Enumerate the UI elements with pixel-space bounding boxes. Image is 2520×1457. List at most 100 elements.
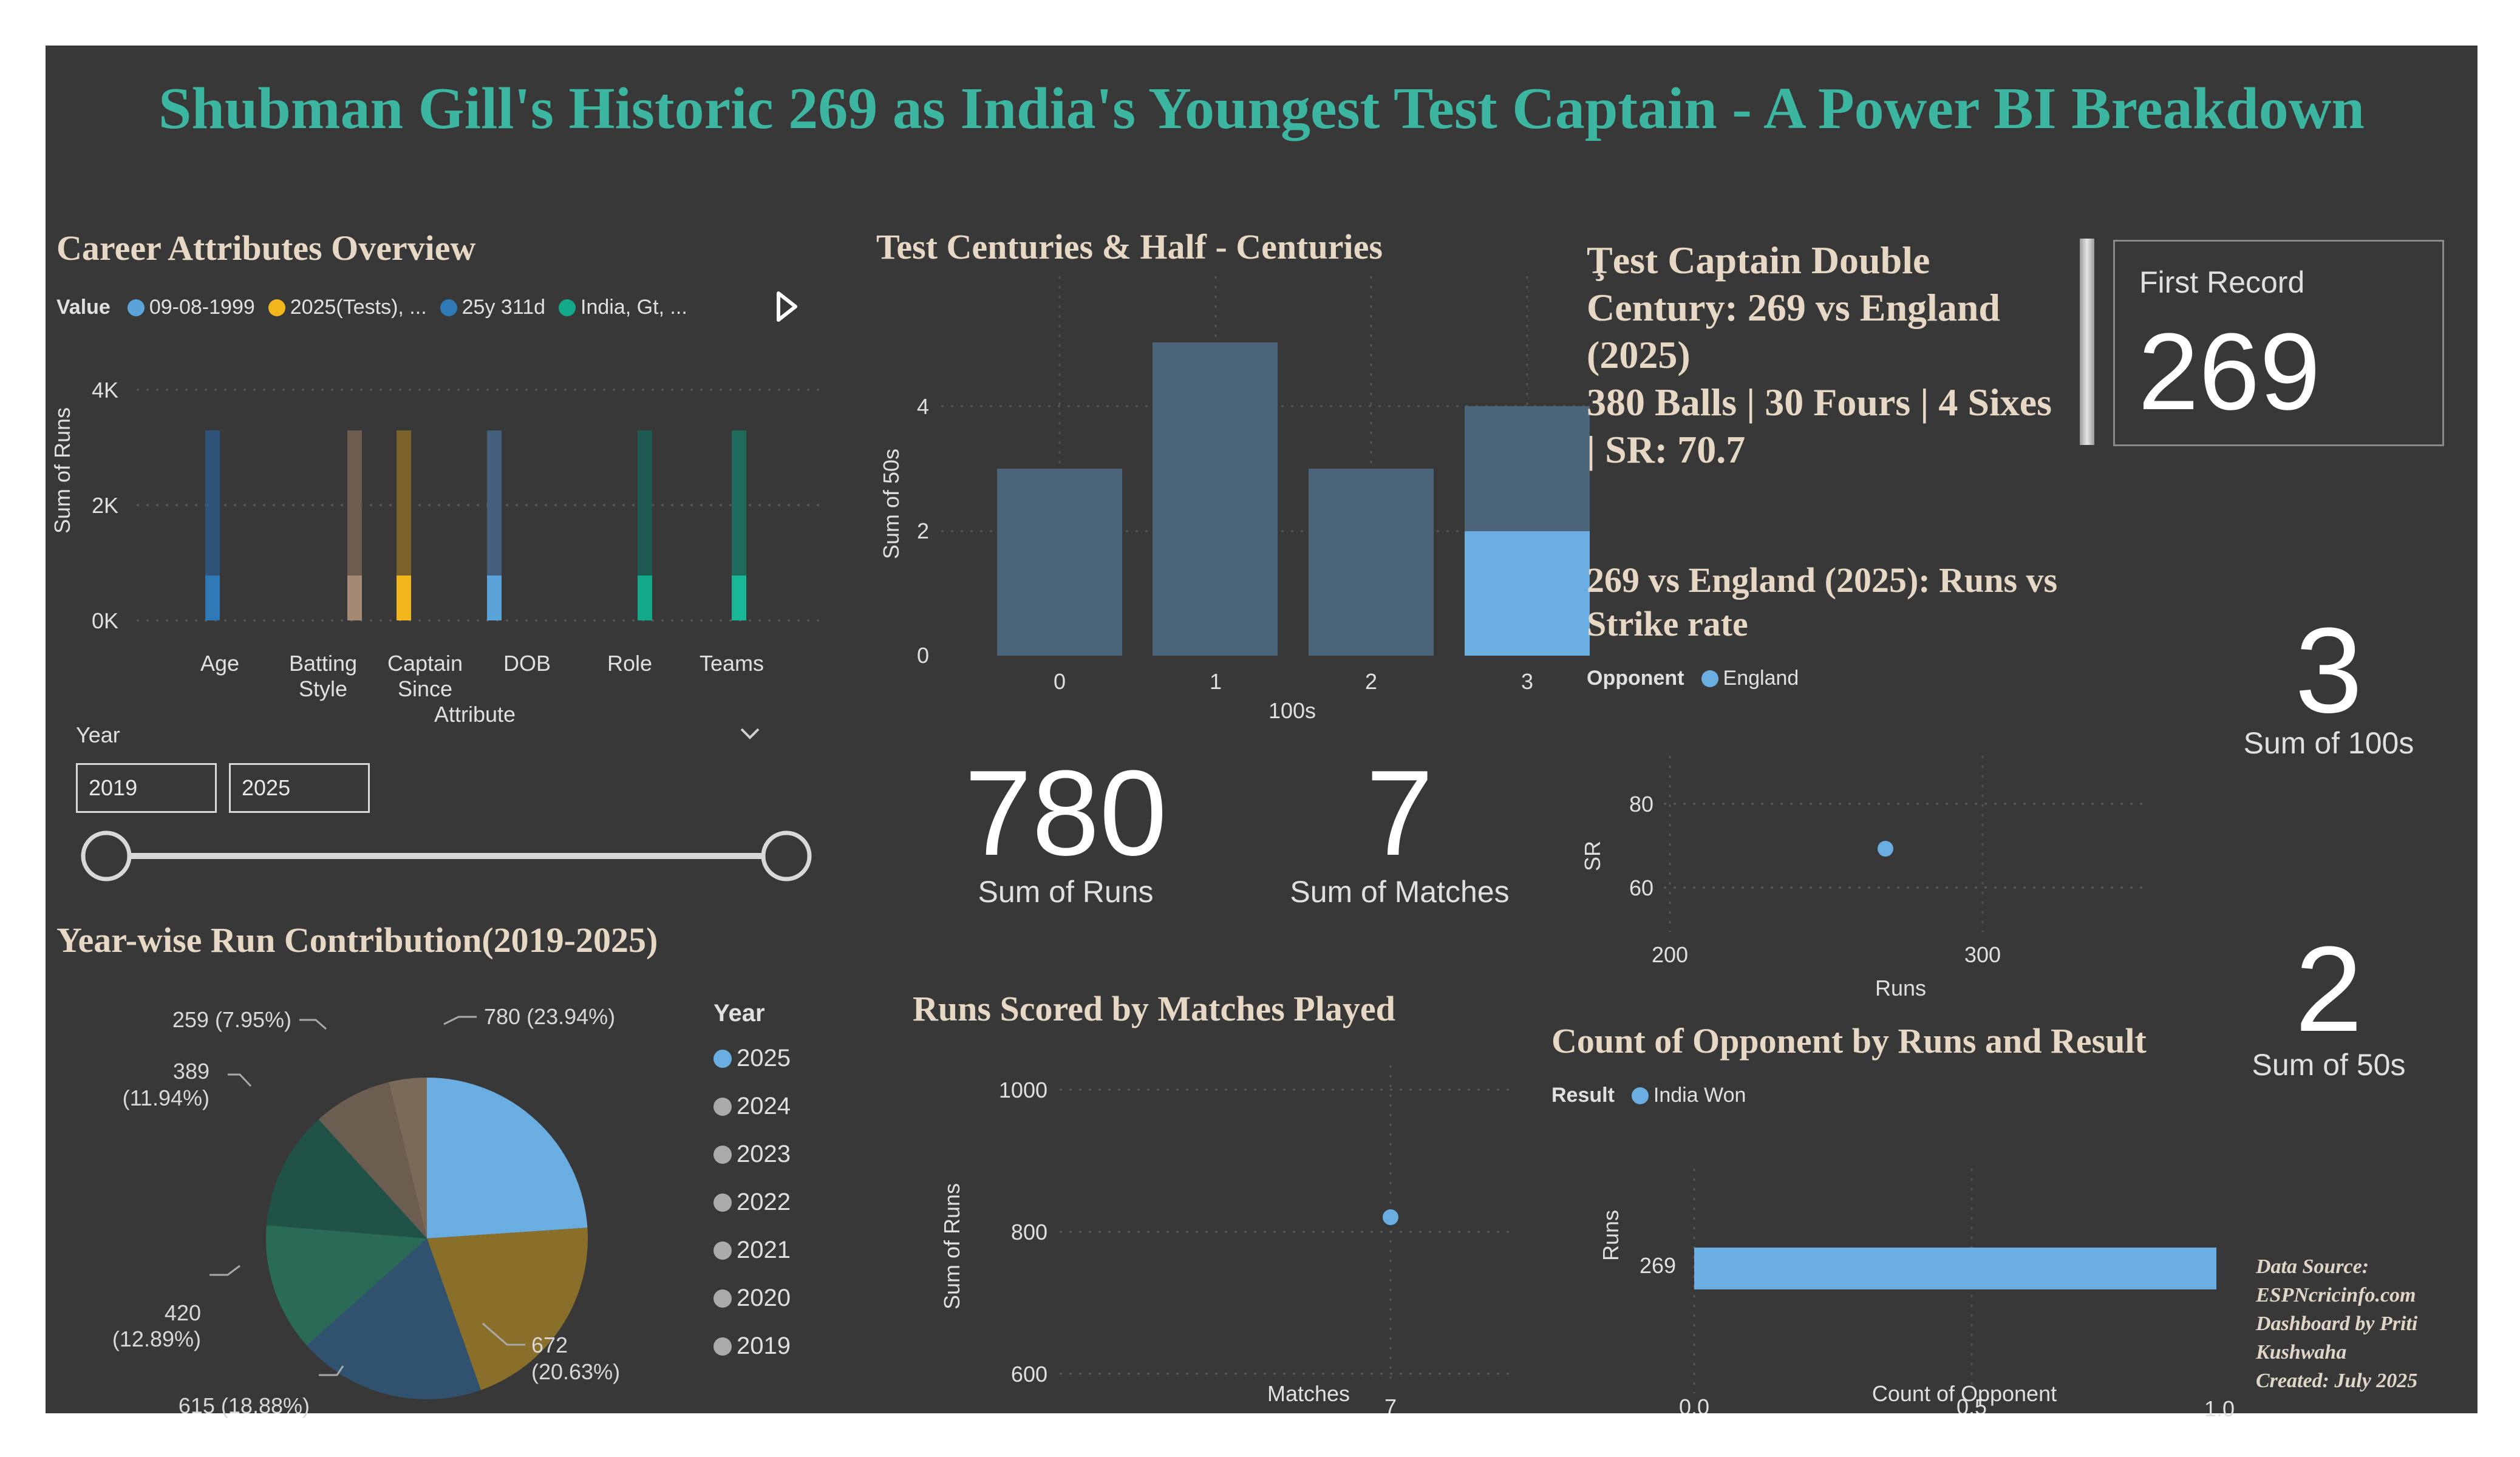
pie-slice-2023[interactable] [307,1238,481,1399]
legend-item-2025[interactable]: 2025 [713,1034,791,1082]
centuries-xlabel: 100s [1269,698,1316,723]
pie-label-2021-pct: (11.94%) [123,1085,209,1110]
slider-handle-end[interactable] [761,830,812,881]
xtick: 7 [1384,1394,1397,1413]
xtick-age: Age [200,651,239,676]
xtick: 200 [1652,942,1688,967]
xtick-teams: Teams [700,651,764,676]
ytick: 2 [917,518,929,543]
point-runs-matches[interactable] [1383,1209,1398,1225]
sr-title-line: 269 vs England (2025): Runs vs [1587,560,2058,600]
opponent-ylabel: Runs [1598,1210,1623,1261]
career-legend-label: Value [56,296,111,319]
sr-legend-label: Opponent [1587,667,1684,690]
xtick-since: Since [398,676,452,701]
legend-item-2019[interactable]: 2019 [713,1322,791,1370]
leader-line [319,1365,344,1376]
legend-dot [440,299,457,316]
scrollbar[interactable] [2080,239,2094,445]
first-record-value: 269 [2138,311,2321,433]
runs-matches-xlabel: Matches [1267,1381,1350,1406]
pie-slice-2024[interactable] [427,1228,588,1390]
footer-credits: Data Source: ESPNcricinfo.com Dashboard … [2256,1252,2417,1395]
bar-batting-style-highlight[interactable] [347,576,362,620]
bar-dob-highlight[interactable] [487,576,502,620]
legend-dot [127,299,145,316]
legend-item-captain[interactable]: 2025(Tests), ... [268,296,427,319]
legend-dot [713,1241,732,1260]
pie-slices [266,1078,588,1399]
pie-chart: 780 (23.94%) 672 (20.63%) 615 (18.88%) 4… [112,1004,620,1418]
pie-label-2024-pct: (20.63%) [531,1359,620,1384]
legend-dot [713,1049,732,1068]
bar-captain-since-highlight[interactable] [397,576,411,620]
legend-item-dob[interactable]: 09-08-1999 [127,296,255,319]
legend-item-2021[interactable]: 2021 [713,1226,791,1274]
sr-xlabel: Runs [1875,976,1926,1000]
legend-dot [713,1145,732,1164]
career-chart-title: Career Attributes Overview [56,228,476,268]
first-record-card: First Record 269 [2113,240,2444,446]
opponent-bar-chart: Runs 269 0.0 0.5 [1598,1169,2216,1413]
footer-line: Data Source: [2256,1255,2369,1278]
legend-item-2022[interactable]: 2022 [713,1178,791,1226]
xtick-role: Role [607,651,652,676]
ytick: 800 [1011,1220,1047,1245]
pie-slice-2025[interactable] [427,1078,588,1238]
point-england[interactable] [1878,841,1893,857]
runs-matches-title: Runs Scored by Matches Played [913,989,1395,1028]
footer-line: Created: July 2025 [2256,1370,2418,1392]
play-icon[interactable] [771,288,802,325]
bar-100s-1[interactable] [1153,342,1278,656]
year-range-slider[interactable] [76,823,829,889]
leader-line [299,1019,327,1030]
pie-slice-2020[interactable] [318,1082,427,1238]
chevron-down-icon[interactable] [738,724,762,742]
xtick-captain: Captain [387,651,463,676]
opponent-chart-title: Count of Opponent by Runs and Result [1551,1021,2147,1061]
pie-slice-2021[interactable] [266,1119,427,1238]
legend-item-2024[interactable]: 2024 [713,1082,791,1130]
pie-label-2022: 420 [165,1300,201,1325]
bar-100s-0[interactable] [997,469,1122,656]
ytick: 4 [917,394,929,419]
page-title: Shubman Gill's Historic 269 as India's Y… [158,76,2365,141]
xtick: 3 [1521,669,1533,694]
bar-age-highlight[interactable] [205,576,220,620]
slider-handle-start[interactable] [81,830,132,881]
pie-label-2021: 389 [173,1059,209,1084]
bar-100s-3-highlight[interactable] [1465,531,1590,656]
pie-slice-2019[interactable] [389,1078,427,1238]
kpi-matches-label: Sum of Matches [1290,875,1510,909]
sr-chart-title: 269 vs England (2025): Runs vs Strike ra… [1587,559,2057,646]
legend-dot [1701,670,1718,687]
opponent-legend: Result India Won [1551,1084,1759,1107]
legend-item-teams[interactable]: India, Gt, ... [559,296,687,319]
legend-dot [713,1097,732,1116]
captain-line: (2025) [1587,333,1691,376]
bar-269-india-won[interactable] [1694,1248,2216,1289]
bar-teams-highlight[interactable] [732,576,746,620]
kpi-50s-value: 2 [2295,922,2363,1057]
career-xlabel: Attribute [434,702,516,727]
bar-role-highlight[interactable] [638,576,652,620]
sr-legend: Opponent England [1587,667,1812,690]
pie-slice-2022[interactable] [266,1225,427,1346]
slicer-to-input[interactable]: 2025 [229,763,370,813]
slicer-from-input[interactable]: 2019 [76,763,217,813]
centuries-chart-title: Test Centuries & Half - Centuries [876,227,1383,267]
legend-item-england[interactable]: England [1701,667,1799,690]
legend-dot [713,1193,732,1212]
bar-100s-2[interactable] [1309,469,1434,656]
legend-item-india-won[interactable]: India Won [1631,1084,1746,1107]
pie-label-2023: 615 (18.88%) [179,1393,310,1418]
career-bar-chart: Sum of Runs 4K 2K 0K Age Batting Style C… [50,378,823,727]
kpi-100s-value: 3 [2295,603,2363,738]
legend-item-2020[interactable]: 2020 [713,1274,791,1322]
legend-item-2023[interactable]: 2023 [713,1130,791,1178]
pie-label-2022-pct: (12.89%) [112,1326,201,1351]
xtick: 1 [1210,669,1222,694]
pie-label-2025: 780 (23.94%) [484,1004,615,1029]
xtick: 2 [1365,669,1377,694]
legend-item-age[interactable]: 25y 311d [440,296,545,319]
